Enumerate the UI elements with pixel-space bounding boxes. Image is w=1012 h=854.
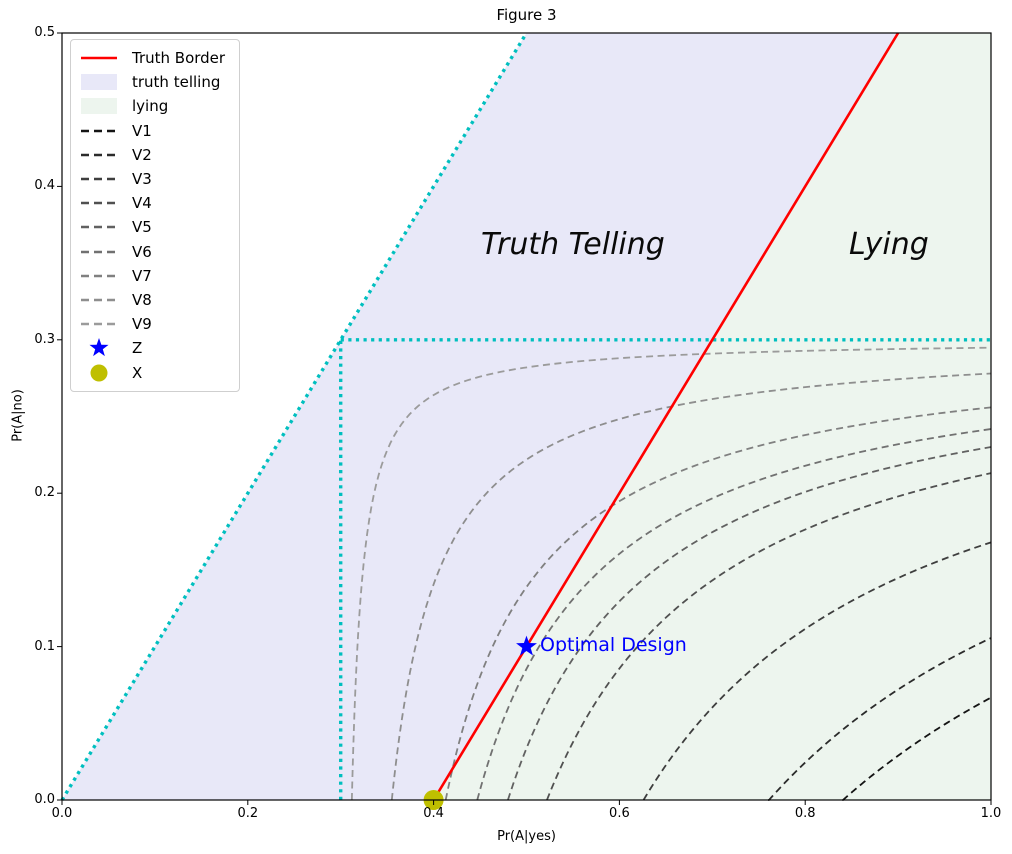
reference-dotted-line-0 — [60, 32, 528, 801]
legend-label: Truth Border — [132, 49, 226, 68]
legend-item-truth-telling: truth telling — [79, 70, 225, 94]
annotation-optimal-design: Optimal Design — [540, 634, 687, 656]
contour-V1 — [842, 696, 992, 801]
legend-label: V5 — [132, 218, 152, 237]
legend-label: truth telling — [132, 73, 221, 92]
legend-label: V6 — [132, 242, 152, 261]
truth-border-line — [432, 32, 900, 801]
legend-label: V2 — [132, 145, 152, 164]
y-tick-label: 0.1 — [34, 638, 55, 654]
x-tick-label: 0.4 — [423, 806, 444, 821]
legend-sample-dashed — [79, 290, 119, 310]
legend-item-V9: V9 — [79, 312, 225, 336]
legend-sample-patch — [79, 96, 119, 116]
legend-label: V3 — [132, 170, 152, 189]
legend-sample-circle — [79, 363, 119, 383]
legend-item-V1: V1 — [79, 119, 225, 143]
legend-item-V3: V3 — [79, 167, 225, 191]
y-tick-label: 0.3 — [34, 331, 55, 347]
legend-label: V7 — [132, 266, 152, 285]
legend-sample-dashed — [79, 121, 119, 141]
legend-sample-dashed — [79, 217, 119, 237]
legend-sample-dashed — [79, 242, 119, 262]
legend-label: V8 — [132, 290, 152, 309]
legend-item-lying: lying — [79, 94, 225, 118]
x-tick-label: 0.2 — [237, 806, 259, 821]
legend-item-Truth-Border: Truth Border — [79, 46, 225, 70]
x-tick-label: 1.0 — [980, 806, 1002, 821]
contour-V9 — [350, 346, 992, 801]
legend-item-X: X — [79, 360, 225, 384]
legend-item-V5: V5 — [79, 215, 225, 239]
annotation-truth-telling: Truth Telling — [481, 227, 665, 262]
legend-label: V4 — [132, 194, 152, 213]
x-tick-label: 0.6 — [609, 806, 630, 821]
contour-V5 — [507, 446, 992, 801]
marker-star-Z — [516, 635, 537, 656]
legend-item-Z: Z — [79, 336, 225, 360]
legend-label: Z — [132, 339, 143, 358]
legend-item-V8: V8 — [79, 288, 225, 312]
legend-label: lying — [132, 97, 169, 116]
contour-V6 — [476, 428, 992, 801]
legend-item-V7: V7 — [79, 264, 225, 288]
axes-frame — [61, 32, 992, 801]
legend-sample-dashed — [79, 314, 119, 334]
contour-V4 — [546, 472, 992, 801]
y-axis-label: Pr(A|no) — [10, 389, 26, 442]
x-tick-label: 0.0 — [51, 806, 73, 821]
legend-item-V4: V4 — [79, 191, 225, 215]
y-tick-label: 0.0 — [34, 792, 55, 807]
figure-title: Figure 3 — [496, 6, 557, 24]
y-tick-label: 0.5 — [34, 25, 55, 40]
legend-sample-dashed — [79, 193, 119, 213]
legend-label: V1 — [132, 121, 152, 140]
legend-label: X — [132, 363, 143, 382]
legend-sample-dashed — [79, 145, 119, 165]
contour-V7 — [444, 406, 992, 801]
contour-V2 — [768, 637, 992, 801]
legend-sample-patch — [79, 72, 119, 92]
y-tick-label: 0.4 — [34, 178, 55, 194]
annotation-lying: Lying — [849, 227, 929, 262]
legend-sample-dashed — [79, 266, 119, 286]
legend-label: V9 — [132, 315, 152, 334]
x-axis-label: Pr(A|yes) — [497, 829, 556, 844]
legend-sample-line — [79, 48, 119, 68]
legend-sample-dashed — [79, 169, 119, 189]
legend-box: Truth Border truth telling lying V1 V2 V3 V4 V5… — [70, 39, 241, 392]
legend-item-V2: V2 — [79, 143, 225, 167]
y-tick-label: 0.2 — [34, 485, 55, 501]
x-tick-label: 0.8 — [794, 806, 816, 821]
legend-sample-star — [79, 338, 119, 358]
legend-item-V6: V6 — [79, 240, 225, 264]
region-lying — [433, 33, 992, 800]
region-truth-telling — [62, 33, 899, 800]
